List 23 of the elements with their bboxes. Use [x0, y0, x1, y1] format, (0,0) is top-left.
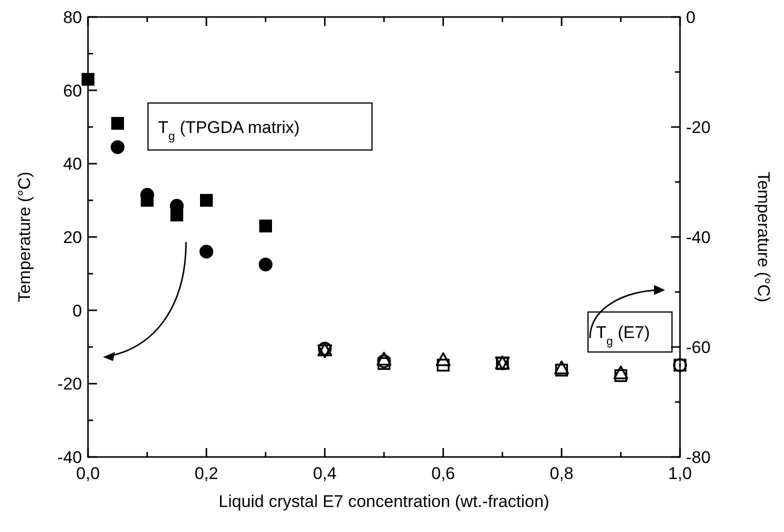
x-tick-label: 0,0 [76, 464, 100, 483]
y2-tick-label: -60 [686, 338, 711, 357]
x-tick-label: 0,8 [550, 464, 574, 483]
y-axis-title: Temperature (°C) [15, 172, 34, 302]
y-tick-label: 80 [63, 8, 82, 27]
x-tick-label: 1,0 [668, 464, 692, 483]
y-tick-label: 20 [63, 228, 82, 247]
x-tick-label: 0,6 [431, 464, 456, 483]
x-tick-label: 0,2 [194, 464, 218, 483]
y-tick-label: 40 [63, 154, 82, 174]
y-tick-label: 60 [63, 81, 82, 100]
y2-tick-label: -80 [686, 448, 711, 467]
y-tick-label: -20 [57, 374, 82, 394]
y-tick-label: -40 [57, 448, 82, 467]
y2-axis-title: Temperature (°C) [754, 172, 773, 302]
x-tick-label: 0,4 [312, 464, 337, 483]
annotation: T$_{g}$ (TPGDA matrix) [158, 118, 300, 143]
x-axis-title: Liquid crystal E7 concentration (wt.-fraction) [218, 492, 550, 511]
annotation: T$_{g}$ (E7) [596, 323, 650, 348]
y2-tick-label: -40 [686, 228, 711, 247]
y2-tick-label: -20 [686, 118, 711, 137]
y2-tick-label: 0 [686, 8, 696, 27]
y-tick-label: 0 [72, 301, 82, 320]
